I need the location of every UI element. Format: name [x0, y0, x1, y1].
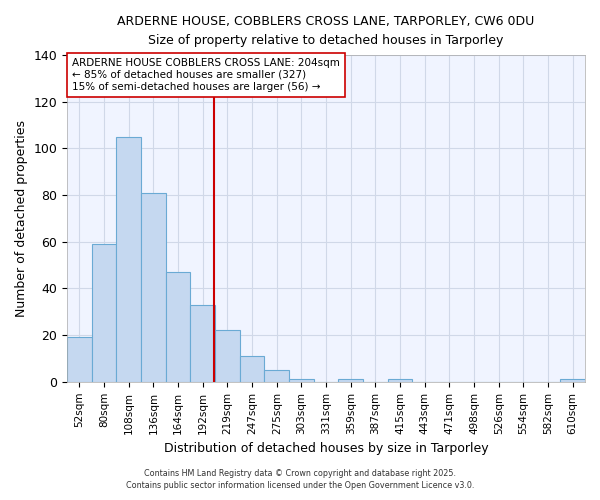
Bar	[166, 272, 190, 382]
Bar	[560, 380, 585, 382]
Bar	[92, 244, 116, 382]
X-axis label: Distribution of detached houses by size in Tarporley: Distribution of detached houses by size …	[164, 442, 488, 455]
Bar	[265, 370, 289, 382]
Bar	[141, 193, 166, 382]
Bar	[338, 380, 363, 382]
Y-axis label: Number of detached properties: Number of detached properties	[15, 120, 28, 317]
Title: ARDERNE HOUSE, COBBLERS CROSS LANE, TARPORLEY, CW6 0DU
Size of property relative: ARDERNE HOUSE, COBBLERS CROSS LANE, TARP…	[118, 15, 535, 47]
Bar	[215, 330, 240, 382]
Bar	[116, 137, 141, 382]
Bar	[240, 356, 265, 382]
Bar	[289, 380, 314, 382]
Bar	[190, 305, 215, 382]
Bar	[67, 338, 92, 382]
Text: Contains HM Land Registry data © Crown copyright and database right 2025.
Contai: Contains HM Land Registry data © Crown c…	[126, 468, 474, 490]
Text: ARDERNE HOUSE COBBLERS CROSS LANE: 204sqm
← 85% of detached houses are smaller (: ARDERNE HOUSE COBBLERS CROSS LANE: 204sq…	[73, 58, 340, 92]
Bar	[388, 380, 412, 382]
